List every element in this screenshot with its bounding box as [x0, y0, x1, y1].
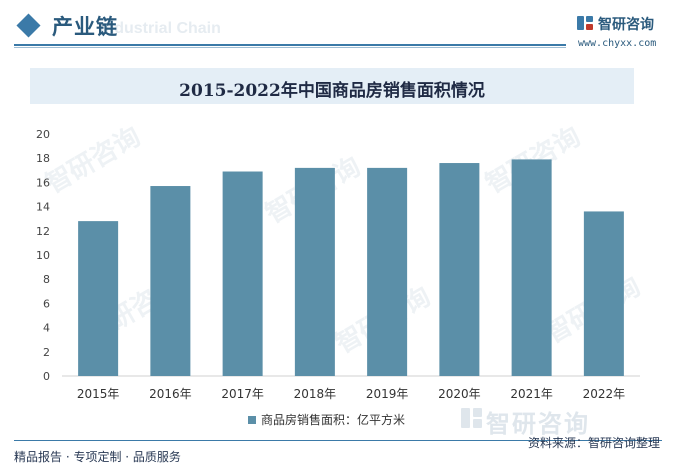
header-watermark: Industrial Chain [100, 20, 221, 37]
x-tick-label: 2017年 [221, 387, 264, 401]
x-tick-label: 2021年 [510, 387, 553, 401]
footer-divider [14, 440, 662, 441]
x-tick-label: 2020年 [438, 387, 481, 401]
y-tick-label: 8 [43, 273, 50, 286]
chart-title-banner [30, 68, 634, 104]
header-divider-thin [14, 47, 566, 48]
bar [78, 221, 119, 376]
header: Industrial Chain 产业链 智研咨询 www.chyxx.com [0, 0, 676, 60]
brand-url: www.chyxx.com [578, 38, 657, 49]
bar [511, 159, 552, 376]
bar [294, 167, 335, 376]
x-tick-label: 2016年 [149, 387, 192, 401]
y-tick-label: 16 [36, 176, 50, 189]
bar [222, 171, 263, 376]
page-title: 产业链 [52, 15, 118, 39]
y-tick-label: 2 [43, 346, 50, 359]
bar [583, 211, 624, 376]
y-tick-label: 18 [36, 152, 50, 165]
data-source: 资料来源：智研咨询整理 [527, 436, 660, 450]
brand-logo-icon [577, 16, 593, 30]
bar [150, 186, 191, 376]
y-tick-label: 4 [43, 322, 50, 335]
y-tick-label: 6 [43, 297, 50, 310]
x-tick-label: 2018年 [294, 387, 337, 401]
y-tick-label: 10 [36, 249, 50, 262]
bar [439, 163, 480, 376]
legend-label: 商品房销售面积：亿平方米 [261, 412, 405, 427]
bar [367, 167, 408, 376]
footer-slogan: 精品报告 · 专项定制 · 品质服务 [14, 450, 181, 464]
chart-title: 2015-2022年中国商品房销售面积情况 [179, 81, 485, 101]
y-tick-label: 14 [36, 201, 50, 214]
header-divider [14, 44, 566, 46]
y-tick-label: 12 [36, 225, 50, 238]
brand-name: 智研咨询 [598, 17, 654, 33]
footer-brand-logo-icon [461, 408, 482, 428]
x-tick-label: 2019年 [366, 387, 409, 401]
x-tick-label: 2015年 [77, 387, 120, 401]
x-tick-label: 2022年 [583, 387, 626, 401]
footer-brand-watermark: 智研咨询 [486, 410, 590, 438]
legend-swatch [248, 416, 256, 424]
y-tick-label: 0 [43, 370, 50, 383]
y-tick-label: 20 [36, 128, 50, 141]
